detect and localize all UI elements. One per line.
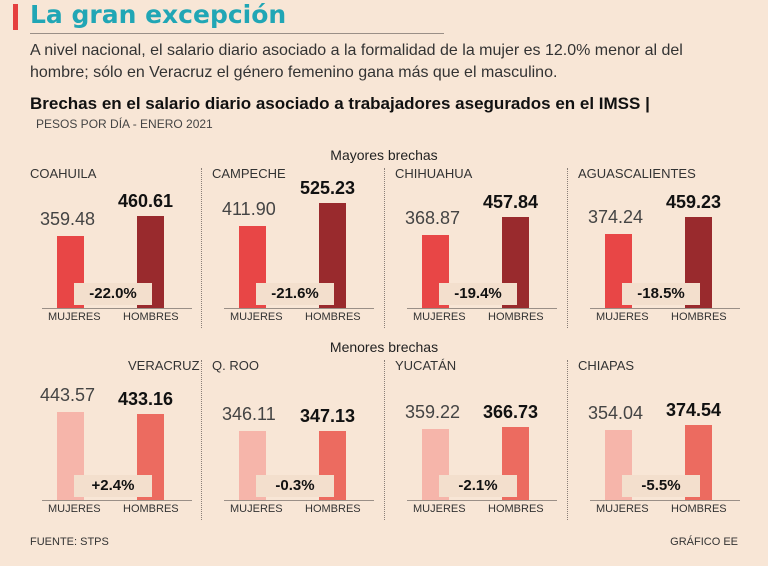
panel-divider	[201, 360, 202, 520]
gap-badge: -19.4%	[439, 283, 517, 305]
gap-badge: -22.0%	[74, 283, 152, 305]
state-label: AGUASCALIENTES	[578, 166, 696, 181]
credit-note: GRÁFICO EE	[670, 536, 738, 548]
section-label-bottom: Menores brechas	[329, 339, 439, 355]
category-label-mujeres: MUJERES	[230, 311, 283, 323]
section-label-top: Mayores brechas	[330, 147, 438, 163]
baseline	[590, 308, 740, 309]
value-label-hombres: 525.23	[300, 178, 356, 199]
category-label-hombres: HOMBRES	[671, 311, 727, 323]
value-label-hombres: 347.13	[300, 405, 356, 426]
value-label-mujeres: 354.04	[588, 402, 644, 423]
value-label-mujeres: 368.87	[405, 207, 461, 228]
source-note: FUENTE: STPS	[30, 536, 109, 548]
title-accent-bar	[13, 4, 18, 30]
value-label-hombres: 457.84	[483, 191, 539, 212]
units-label: PESOS POR DÍA - ENERO 2021	[36, 117, 213, 131]
category-label-mujeres: MUJERES	[48, 311, 101, 323]
category-label-hombres: HOMBRES	[123, 311, 179, 323]
state-label: YUCATÁN	[395, 358, 457, 373]
category-label-mujeres: MUJERES	[230, 503, 283, 515]
panel-divider	[567, 360, 568, 520]
value-label-mujeres: 374.24	[588, 206, 644, 227]
baseline	[590, 500, 740, 501]
gap-badge: -21.6%	[256, 283, 334, 305]
state-label: CHIHUAHUA	[395, 166, 473, 181]
page-title: La gran excepción	[30, 0, 287, 29]
value-label-hombres: 374.54	[666, 400, 722, 421]
chart-heading: Brechas en el salario diario asociado a …	[30, 94, 650, 113]
panel-divider	[384, 360, 385, 520]
baseline	[407, 500, 557, 501]
category-label-mujeres: MUJERES	[596, 503, 649, 515]
state-label: COAHUILA	[30, 166, 97, 181]
value-label-mujeres: 346.11	[222, 404, 276, 425]
category-label-mujeres: MUJERES	[413, 311, 466, 323]
baseline	[42, 308, 192, 309]
value-label-hombres: 459.23	[666, 191, 722, 212]
category-label-hombres: HOMBRES	[305, 503, 361, 515]
value-label-hombres: 366.73	[483, 402, 539, 423]
category-label-mujeres: MUJERES	[48, 503, 101, 515]
value-label-mujeres: 411.90	[222, 199, 276, 220]
category-label-hombres: HOMBRES	[123, 503, 179, 515]
value-label-hombres: 460.61	[118, 191, 174, 212]
gap-badge: -5.5%	[622, 475, 700, 497]
category-label-hombres: HOMBRES	[671, 503, 727, 515]
category-label-hombres: HOMBRES	[488, 503, 544, 515]
category-label-mujeres: MUJERES	[413, 503, 466, 515]
baseline	[407, 308, 557, 309]
state-label: Q. ROO	[212, 358, 259, 373]
panel-divider	[384, 168, 385, 328]
baseline	[224, 308, 374, 309]
value-label-hombres: 433.16	[118, 388, 174, 409]
value-label-mujeres: 359.22	[405, 401, 461, 422]
category-label-mujeres: MUJERES	[596, 311, 649, 323]
subtitle: A nivel nacional, el salario diario asoc…	[30, 42, 683, 81]
gap-badge: -0.3%	[256, 475, 334, 497]
baseline	[224, 500, 374, 501]
panel-divider	[201, 168, 202, 328]
gap-badge: +2.4%	[74, 475, 152, 497]
state-label: VERACRUZ	[128, 358, 200, 373]
gap-badge: -18.5%	[622, 283, 700, 305]
panel-divider	[567, 168, 568, 328]
category-label-hombres: HOMBRES	[305, 311, 361, 323]
category-label-hombres: HOMBRES	[488, 311, 544, 323]
value-label-mujeres: 359.48	[40, 209, 96, 230]
baseline	[42, 500, 192, 501]
gap-badge: -2.1%	[439, 475, 517, 497]
state-label: CHIAPAS	[578, 358, 635, 373]
title-divider	[30, 33, 444, 34]
value-label-mujeres: 443.57	[40, 384, 96, 405]
state-label: CAMPECHE	[212, 166, 286, 181]
